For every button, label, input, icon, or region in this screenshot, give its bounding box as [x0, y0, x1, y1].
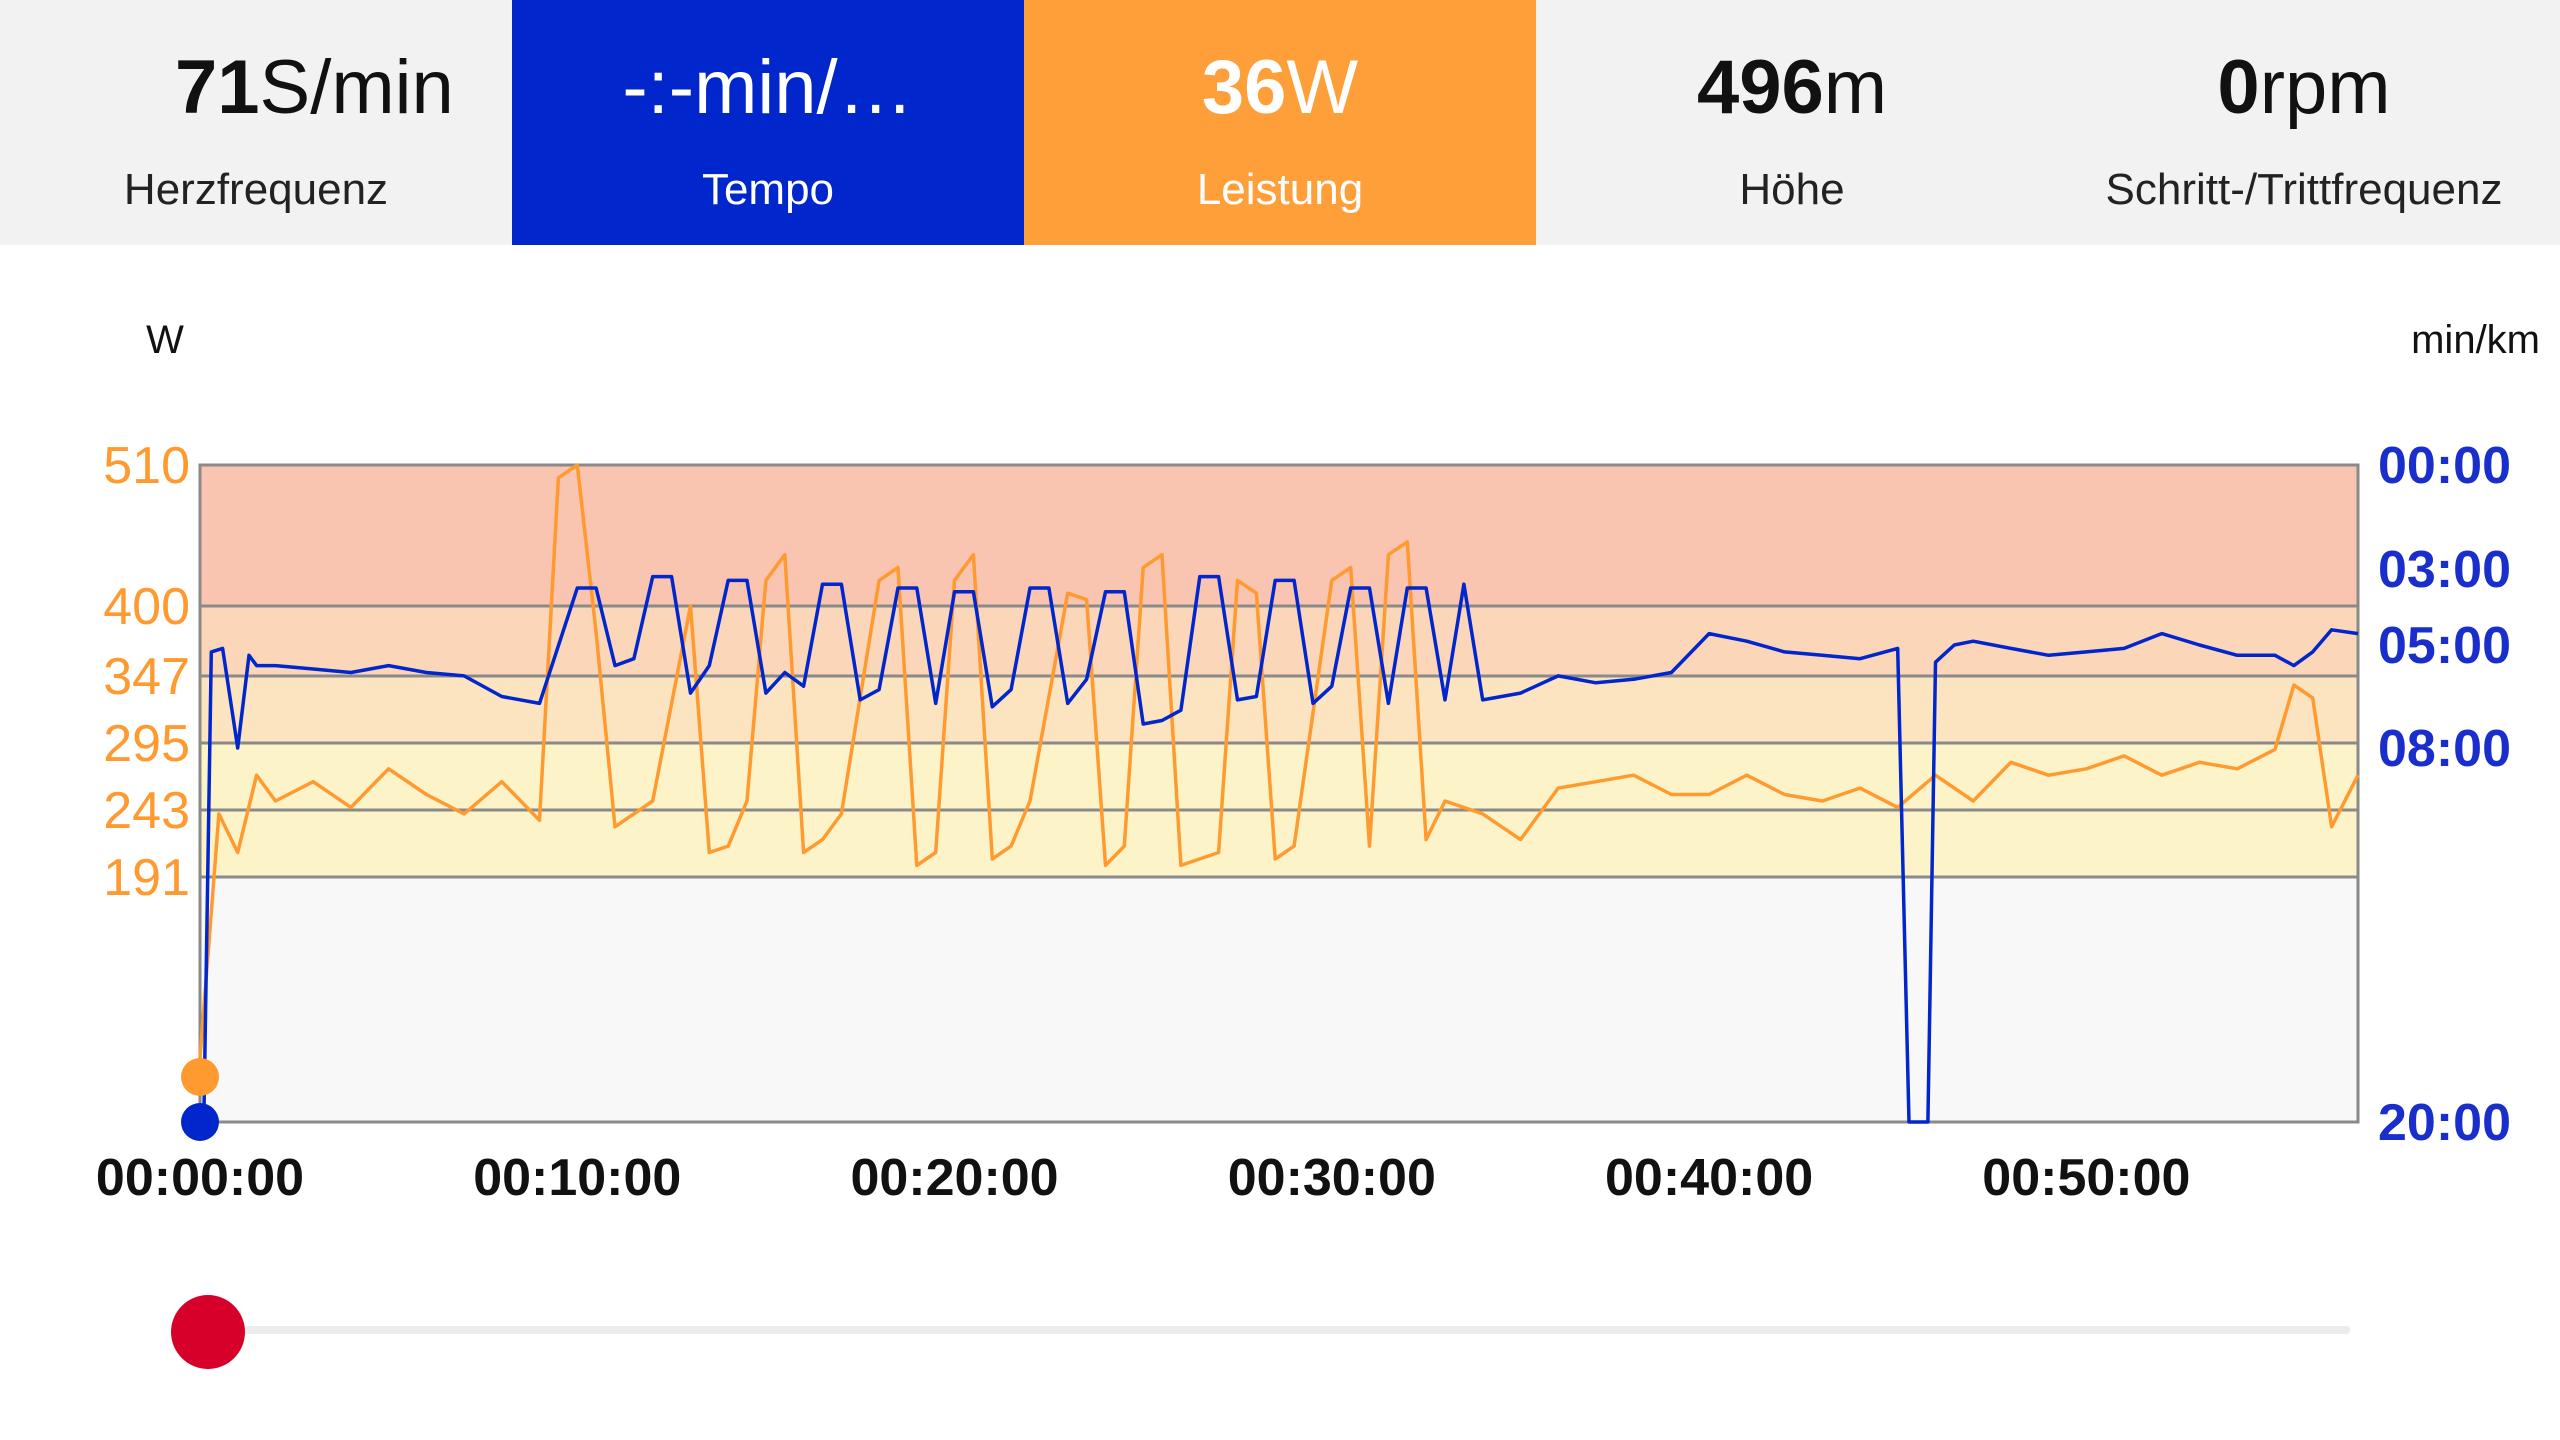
- pace-cursor-marker: [181, 1103, 219, 1141]
- altitude-label: Höhe: [1739, 165, 1845, 214]
- power-cursor-marker: [181, 1058, 219, 1096]
- plot-frame: [198, 463, 2360, 1124]
- timeline-slider-thumb[interactable]: [171, 1295, 245, 1369]
- heart-rate-value: 71S/min: [175, 45, 454, 130]
- timeline-slider-track[interactable]: [205, 1326, 2350, 1334]
- x-tick-label: 00:40:00: [1605, 1149, 1813, 1207]
- left-tick-label: 400: [103, 578, 190, 636]
- right-tick-label: 00:00: [2378, 437, 2511, 495]
- heart-rate-label: Herzfrequenz: [123, 165, 389, 214]
- left-tick-label: 295: [103, 715, 190, 773]
- cadence-label: Schritt-/Trittfrequenz: [2105, 165, 2503, 214]
- left-axis-unit: W: [146, 318, 184, 362]
- left-tick-label: 243: [103, 782, 190, 840]
- power-series-line: [198, 463, 2360, 1059]
- power-zone-band: [200, 676, 2358, 743]
- right-tick-label: 05:00: [2378, 617, 2511, 675]
- power-label: Leistung: [1196, 165, 1364, 214]
- metric-tile-altitude[interactable]: 496m Höhe: [1536, 0, 2048, 245]
- metric-tile-cadence[interactable]: 0rpm Schritt-/Trittfrequenz: [2048, 0, 2560, 245]
- x-tick-label: 00:00:00: [96, 1149, 304, 1207]
- x-tick-label: 00:30:00: [1228, 1149, 1436, 1207]
- pace-value: -:-min/…: [622, 45, 914, 130]
- cadence-value: 0rpm: [2217, 45, 2391, 130]
- right-tick-label: 08:00: [2378, 720, 2511, 778]
- altitude-value: 496m: [1696, 45, 1888, 130]
- left-tick-label: 191: [103, 849, 190, 907]
- metric-tile-heart-rate[interactable]: 71S/min Herzfrequenz: [0, 0, 512, 245]
- x-tick-label: 00:50:00: [1982, 1149, 2190, 1207]
- right-tick-label: 03:00: [2378, 541, 2511, 599]
- x-tick-label: 00:20:00: [850, 1149, 1058, 1207]
- right-axis-unit: min/km: [2411, 318, 2540, 362]
- power-zone-band: [200, 606, 2358, 676]
- power-zone-band: [200, 465, 2358, 606]
- metrics-bar: 71S/min Herzfrequenz -:-min/… Tempo 36W …: [0, 0, 2560, 245]
- metric-tile-power[interactable]: 36W Leistung: [1024, 0, 1536, 245]
- x-tick-label: 00:10:00: [473, 1149, 681, 1207]
- left-tick-label: 347: [103, 648, 190, 706]
- metric-tile-pace[interactable]: -:-min/… Tempo: [512, 0, 1024, 245]
- power-zone-band: [200, 810, 2358, 877]
- right-tick-label: 20:00: [2378, 1094, 2511, 1152]
- pace-series-line: [200, 574, 2359, 1124]
- left-tick-label: 510: [103, 437, 190, 495]
- pace-label: Tempo: [701, 165, 835, 214]
- power-zone-band: [200, 743, 2358, 810]
- power-value: 36W: [1201, 45, 1359, 130]
